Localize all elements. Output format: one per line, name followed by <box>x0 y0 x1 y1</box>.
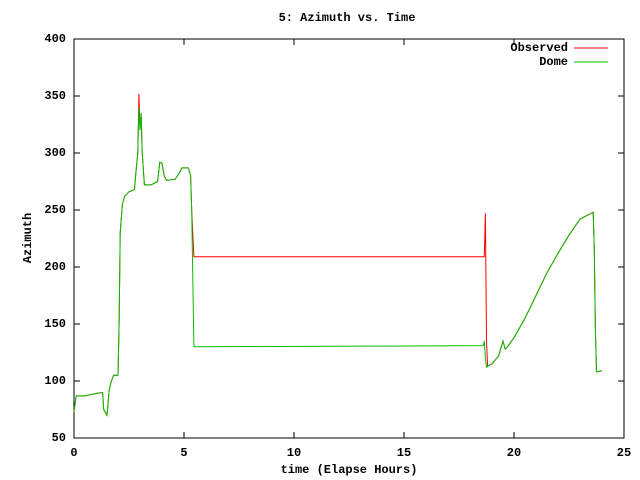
y-tick-label: 150 <box>44 317 66 331</box>
y-tick-label: 250 <box>44 203 66 217</box>
x-axis-label: time (Elapse Hours) <box>281 463 418 477</box>
x-tick-label: 15 <box>397 446 411 460</box>
data-line <box>73 107 603 417</box>
y-tick-label: 100 <box>44 374 66 388</box>
x-tick-label: 20 <box>507 446 521 460</box>
data-line <box>73 93 603 417</box>
y-tick-label: 50 <box>52 431 66 445</box>
y-tick-label: 400 <box>44 32 66 46</box>
plot-frame <box>73 38 625 439</box>
x-tick-label: 5 <box>180 446 187 460</box>
y-tick-label: 350 <box>44 89 66 103</box>
y-tick-label: 200 <box>44 260 66 274</box>
x-tick-label: 25 <box>617 446 631 460</box>
x-tick-label: 10 <box>287 446 301 460</box>
legend-label: Observed <box>510 41 568 55</box>
x-tick-label: 0 <box>70 446 77 460</box>
legend-label: Dome <box>539 55 568 69</box>
chart-title: 5: Azimuth vs. Time <box>279 11 416 25</box>
y-axis-label: Azimuth <box>21 213 35 263</box>
y-tick-label: 300 <box>44 146 66 160</box>
